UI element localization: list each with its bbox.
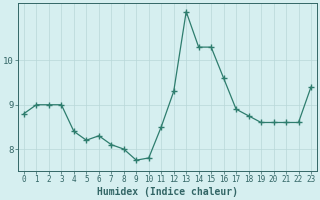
X-axis label: Humidex (Indice chaleur): Humidex (Indice chaleur): [97, 187, 238, 197]
